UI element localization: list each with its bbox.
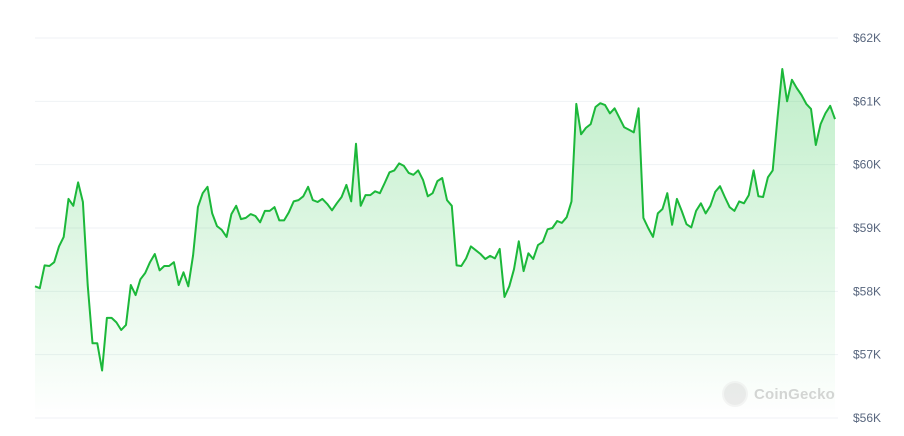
y-tick-label: $60K: [853, 158, 881, 172]
y-tick-label: $62K: [853, 31, 881, 45]
y-tick-label: $58K: [853, 284, 881, 298]
y-tick-label: $59K: [853, 221, 881, 235]
price-area: [35, 69, 835, 418]
y-tick-label: $57K: [853, 348, 881, 362]
price-line: [34, 68, 836, 372]
watermark-text: CoinGecko: [754, 385, 835, 403]
y-tick-label: $61K: [853, 94, 881, 108]
coingecko-logo-icon: [722, 381, 748, 407]
y-tick-label: $56K: [853, 411, 881, 425]
coingecko-watermark: CoinGecko: [722, 381, 835, 407]
y-axis: $62K $61K $60K $59K $58K $57K $56K: [853, 31, 881, 425]
